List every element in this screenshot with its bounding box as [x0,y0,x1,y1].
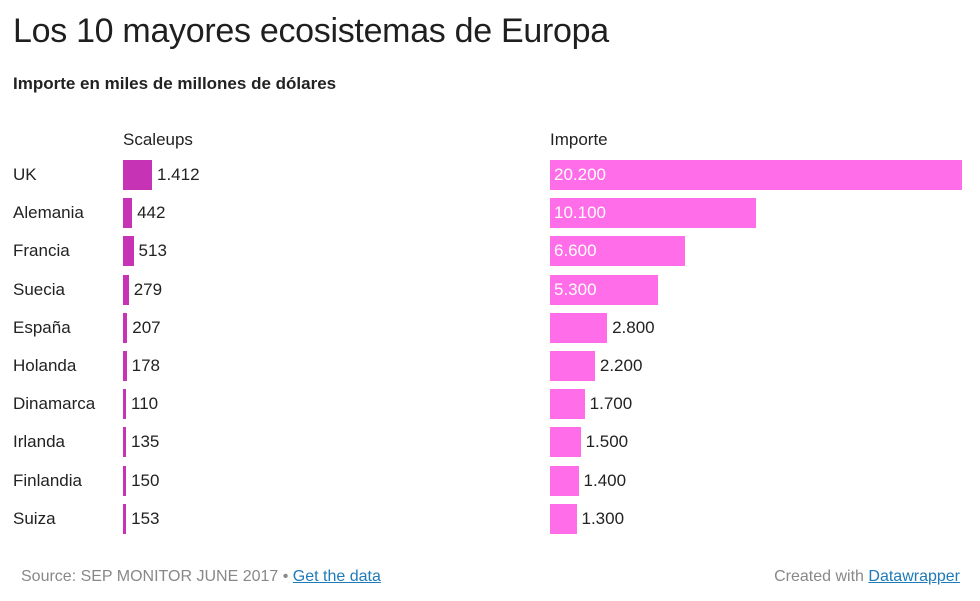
source-text: Source: SEP MONITOR JUNE 2017 [21,568,279,585]
importe-bar [550,351,595,381]
footer-credit: Created with Datawrapper [774,568,960,586]
scaleups-value-label: 153 [131,508,160,528]
scaleups-bar [123,389,126,420]
scaleups-value-label: 513 [138,241,167,261]
scaleups-bar [123,198,133,229]
scaleups-value-label: 207 [132,317,161,337]
importe-bar [550,274,659,305]
category-label: España [13,317,71,337]
chart-title: Los 10 mayores ecosistemas de Europa [13,12,609,50]
scaleups-value-label: 178 [131,356,161,375]
importe-bar [550,389,585,420]
scaleups-value-label: 110 [131,394,159,414]
scaleups-value-label: 150 [131,470,160,490]
importe-value-label: 1.300 [581,508,625,528]
importe-value-label: 5.300 [554,279,597,299]
importe-value-label: 6.600 [554,241,597,261]
scaleups-bar [123,274,129,305]
scaleups-value-label: 279 [133,279,163,299]
scaleups-value-label: 1.412 [157,165,200,184]
importe-bar [550,236,685,267]
created-with-text: Created with [774,568,864,585]
category-label: Finlandia [13,470,82,490]
datawrapper-link[interactable]: Datawrapper [868,568,960,585]
importe-value-label: 1.400 [583,470,627,490]
importe-value-label: 20.200 [554,165,606,184]
importe-bar [550,312,608,343]
importe-value-label: 10.100 [554,203,606,223]
scaleups-bar [123,427,126,458]
column-header-scaleups: Scaleups [123,130,193,149]
importe-value-label: 2.800 [612,317,655,337]
scaleups-value-label: 442 [137,203,166,223]
importe-bar [550,160,962,190]
footer-separator: • [282,568,289,585]
importe-bar [550,198,756,229]
importe-value-label: 1.500 [585,432,629,452]
scaleups-bar [123,465,127,496]
scaleups-bar [123,236,134,267]
scaleups-value-label: 135 [131,432,160,452]
category-label: Irlanda [13,432,65,452]
category-label: Francia [13,241,70,261]
get-the-data-link[interactable]: Get the data [292,568,381,585]
importe-value-label: 2.200 [599,356,643,375]
importe-value-label: 1.700 [589,394,633,414]
importe-bar [550,427,581,458]
category-label: Suiza [13,508,56,528]
category-label: Suecia [13,279,65,299]
scaleups-bar [123,351,127,381]
scaleups-bar [123,160,152,190]
column-header-importe: Importe [550,130,608,149]
scaleups-bar [123,312,128,343]
category-label: Dinamarca [13,394,96,414]
scaleups-bar [123,503,127,534]
importe-bar [550,465,579,496]
category-label: UK [13,165,37,184]
footer-source: Source: SEP MONITOR JUNE 2017 • Get the … [21,568,381,586]
category-label: Alemania [13,203,84,223]
category-label: Holanda [13,356,77,375]
importe-bar [550,503,577,534]
chart-subtitle: Importe en miles de millones de dólares [13,74,337,93]
